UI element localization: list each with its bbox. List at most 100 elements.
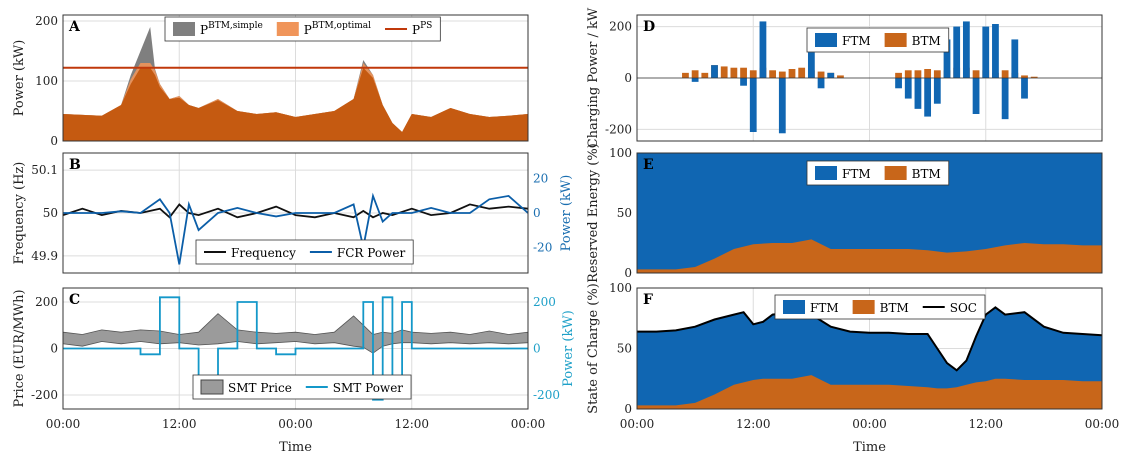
x-tick-label: 00:00 [278, 417, 313, 431]
legend-label: FTM [842, 167, 871, 181]
plot-frame [62, 14, 529, 142]
bar-ftm [982, 26, 990, 79]
y-axis-label: Charging Power / kW [586, 7, 601, 148]
legend-label: FCR Power [337, 246, 406, 260]
y-tick-label: 0 [624, 71, 632, 85]
legend-swatch [815, 33, 837, 47]
bar-btm [769, 70, 777, 78]
x-tick-label: 00:00 [1085, 417, 1120, 431]
series-smt-power [63, 296, 528, 401]
legend: SMT Price SMT Power [192, 374, 412, 400]
y-tick-label: 0 [50, 342, 58, 356]
y-tick-label: 100 [609, 281, 632, 295]
y-tick-label: 200 [609, 20, 632, 34]
legend-label: Frequency [231, 246, 296, 260]
bar-ftm [778, 78, 786, 134]
y-tick-label: 0 [624, 402, 632, 416]
y-tick-label: 200 [35, 14, 58, 28]
bar-ftm [740, 78, 747, 86]
y-right-tick-label: 0 [533, 342, 541, 356]
bar-ftm [817, 78, 825, 89]
series-btm-area [637, 239, 1102, 273]
bar-ftm [749, 78, 757, 132]
panel-f: 0 50 100 State of Charge (%) 00:00 12:00 00:00… [586, 281, 1119, 455]
bar-btm [720, 66, 728, 78]
series-soc [637, 306, 1103, 372]
x-axis-label: Time [279, 440, 312, 455]
bar-ftm [972, 78, 980, 114]
legend-swatch [276, 22, 299, 36]
bar-ftm [914, 78, 922, 109]
y-right-tick-label: -200 [533, 388, 560, 402]
y-axis-label: Frequency (Hz) [12, 162, 27, 265]
y-tick-label: 50 [43, 206, 58, 220]
y-right-tick-label: 20 [533, 172, 548, 186]
bar-ftm [1001, 78, 1009, 120]
legend-swatch [783, 300, 805, 314]
x-axis-label: Time [853, 440, 886, 455]
legend: FTM BTM [806, 27, 950, 53]
bar-ftm [691, 78, 699, 82]
y-right-axis-label: Power (kW) [559, 175, 574, 252]
bar-ftm [904, 78, 912, 99]
legend-swatch [815, 166, 837, 180]
bar-btm [1001, 70, 1009, 78]
x-tick-label: 12:00 [736, 417, 771, 431]
plot-frame [636, 152, 1103, 274]
legend-label: SOC [950, 301, 977, 315]
legend-swatch [173, 22, 195, 36]
bar-btm [817, 71, 825, 78]
y-tick-label: 50.1 [31, 163, 58, 177]
bar-ftm [1011, 39, 1019, 78]
bar-btm [749, 70, 757, 78]
legend-label: SMT Price [228, 381, 292, 395]
bar-ftm [943, 39, 951, 78]
bar-btm [933, 70, 941, 78]
bar-ftm [895, 78, 902, 89]
panel-letter: E [643, 157, 654, 173]
y-axis-label: Reserved Energy (%) [586, 143, 601, 283]
legend-swatch [884, 33, 907, 47]
bar-btm [788, 69, 796, 78]
y-tick-label: -200 [605, 122, 632, 136]
legend-swatch [884, 166, 907, 180]
plot-frame [636, 14, 1103, 142]
y-tick-label: 100 [35, 74, 58, 88]
legend-label: SMT Power [333, 381, 404, 395]
bar-btm [691, 70, 699, 78]
bar-btm [1021, 75, 1028, 78]
panel-letter: C [69, 292, 80, 308]
bar-btm [904, 70, 912, 78]
y-right-tick-label: -20 [533, 240, 552, 254]
y-tick-label: 0 [624, 266, 632, 280]
bar-ftm [759, 21, 767, 78]
panel-c: -200 0 200 Price (EUR/MWh) 00:00 12:00 00:00 12… [12, 287, 576, 455]
bar-btm [837, 75, 844, 78]
x-tick-label: 00:00 [46, 417, 81, 431]
panel-letter: D [643, 19, 655, 35]
bar-btm [972, 70, 980, 78]
legend-label: FTM [810, 301, 839, 315]
y-tick-label: -200 [31, 388, 58, 402]
legend: Frequency FCR Power [195, 239, 414, 265]
y-axis-label: Price (EUR/MWh) [12, 289, 27, 407]
plot-frame [62, 152, 529, 274]
x-tick-label: 00:00 [620, 417, 655, 431]
legend-box [195, 239, 414, 265]
legend-swatch [200, 379, 224, 395]
bar-ftm [807, 52, 815, 78]
legend-box [774, 294, 986, 320]
bar-btm [682, 72, 689, 78]
series-frequency [62, 203, 529, 219]
y-tick-label: 0 [50, 134, 58, 148]
bar-btm [895, 72, 902, 78]
bar-btm [924, 69, 932, 78]
bar-ftm [711, 65, 718, 78]
legend-label: BTM [880, 301, 909, 315]
bar-btm [1030, 76, 1038, 78]
bar-btm [778, 71, 786, 78]
bar-ftm [953, 26, 961, 79]
legend-label: FTM [842, 34, 871, 48]
x-tick-label: 00:00 [511, 417, 546, 431]
bar-btm [740, 67, 747, 78]
